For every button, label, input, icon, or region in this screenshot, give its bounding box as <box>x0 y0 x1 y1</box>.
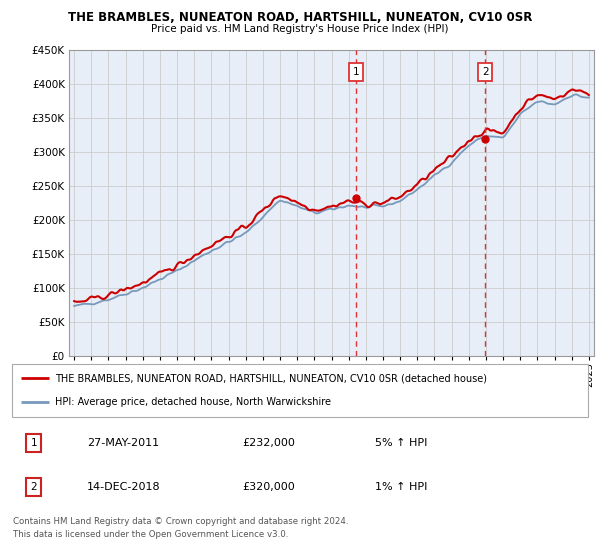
Text: Contains HM Land Registry data © Crown copyright and database right 2024.
This d: Contains HM Land Registry data © Crown c… <box>13 517 349 539</box>
FancyBboxPatch shape <box>12 364 588 417</box>
Text: 1% ↑ HPI: 1% ↑ HPI <box>375 482 427 492</box>
Text: HPI: Average price, detached house, North Warwickshire: HPI: Average price, detached house, Nort… <box>55 397 331 407</box>
Text: £232,000: £232,000 <box>242 438 295 449</box>
Text: £320,000: £320,000 <box>242 482 295 492</box>
Text: Price paid vs. HM Land Registry's House Price Index (HPI): Price paid vs. HM Land Registry's House … <box>151 24 449 34</box>
Text: THE BRAMBLES, NUNEATON ROAD, HARTSHILL, NUNEATON, CV10 0SR (detached house): THE BRAMBLES, NUNEATON ROAD, HARTSHILL, … <box>55 374 487 384</box>
Text: 1: 1 <box>353 67 359 77</box>
Text: 2: 2 <box>482 67 488 77</box>
Text: 2: 2 <box>31 482 37 492</box>
Text: 27-MAY-2011: 27-MAY-2011 <box>87 438 159 449</box>
Text: 1: 1 <box>31 438 37 449</box>
Text: 14-DEC-2018: 14-DEC-2018 <box>87 482 161 492</box>
Text: THE BRAMBLES, NUNEATON ROAD, HARTSHILL, NUNEATON, CV10 0SR: THE BRAMBLES, NUNEATON ROAD, HARTSHILL, … <box>68 11 532 24</box>
Text: 5% ↑ HPI: 5% ↑ HPI <box>375 438 427 449</box>
